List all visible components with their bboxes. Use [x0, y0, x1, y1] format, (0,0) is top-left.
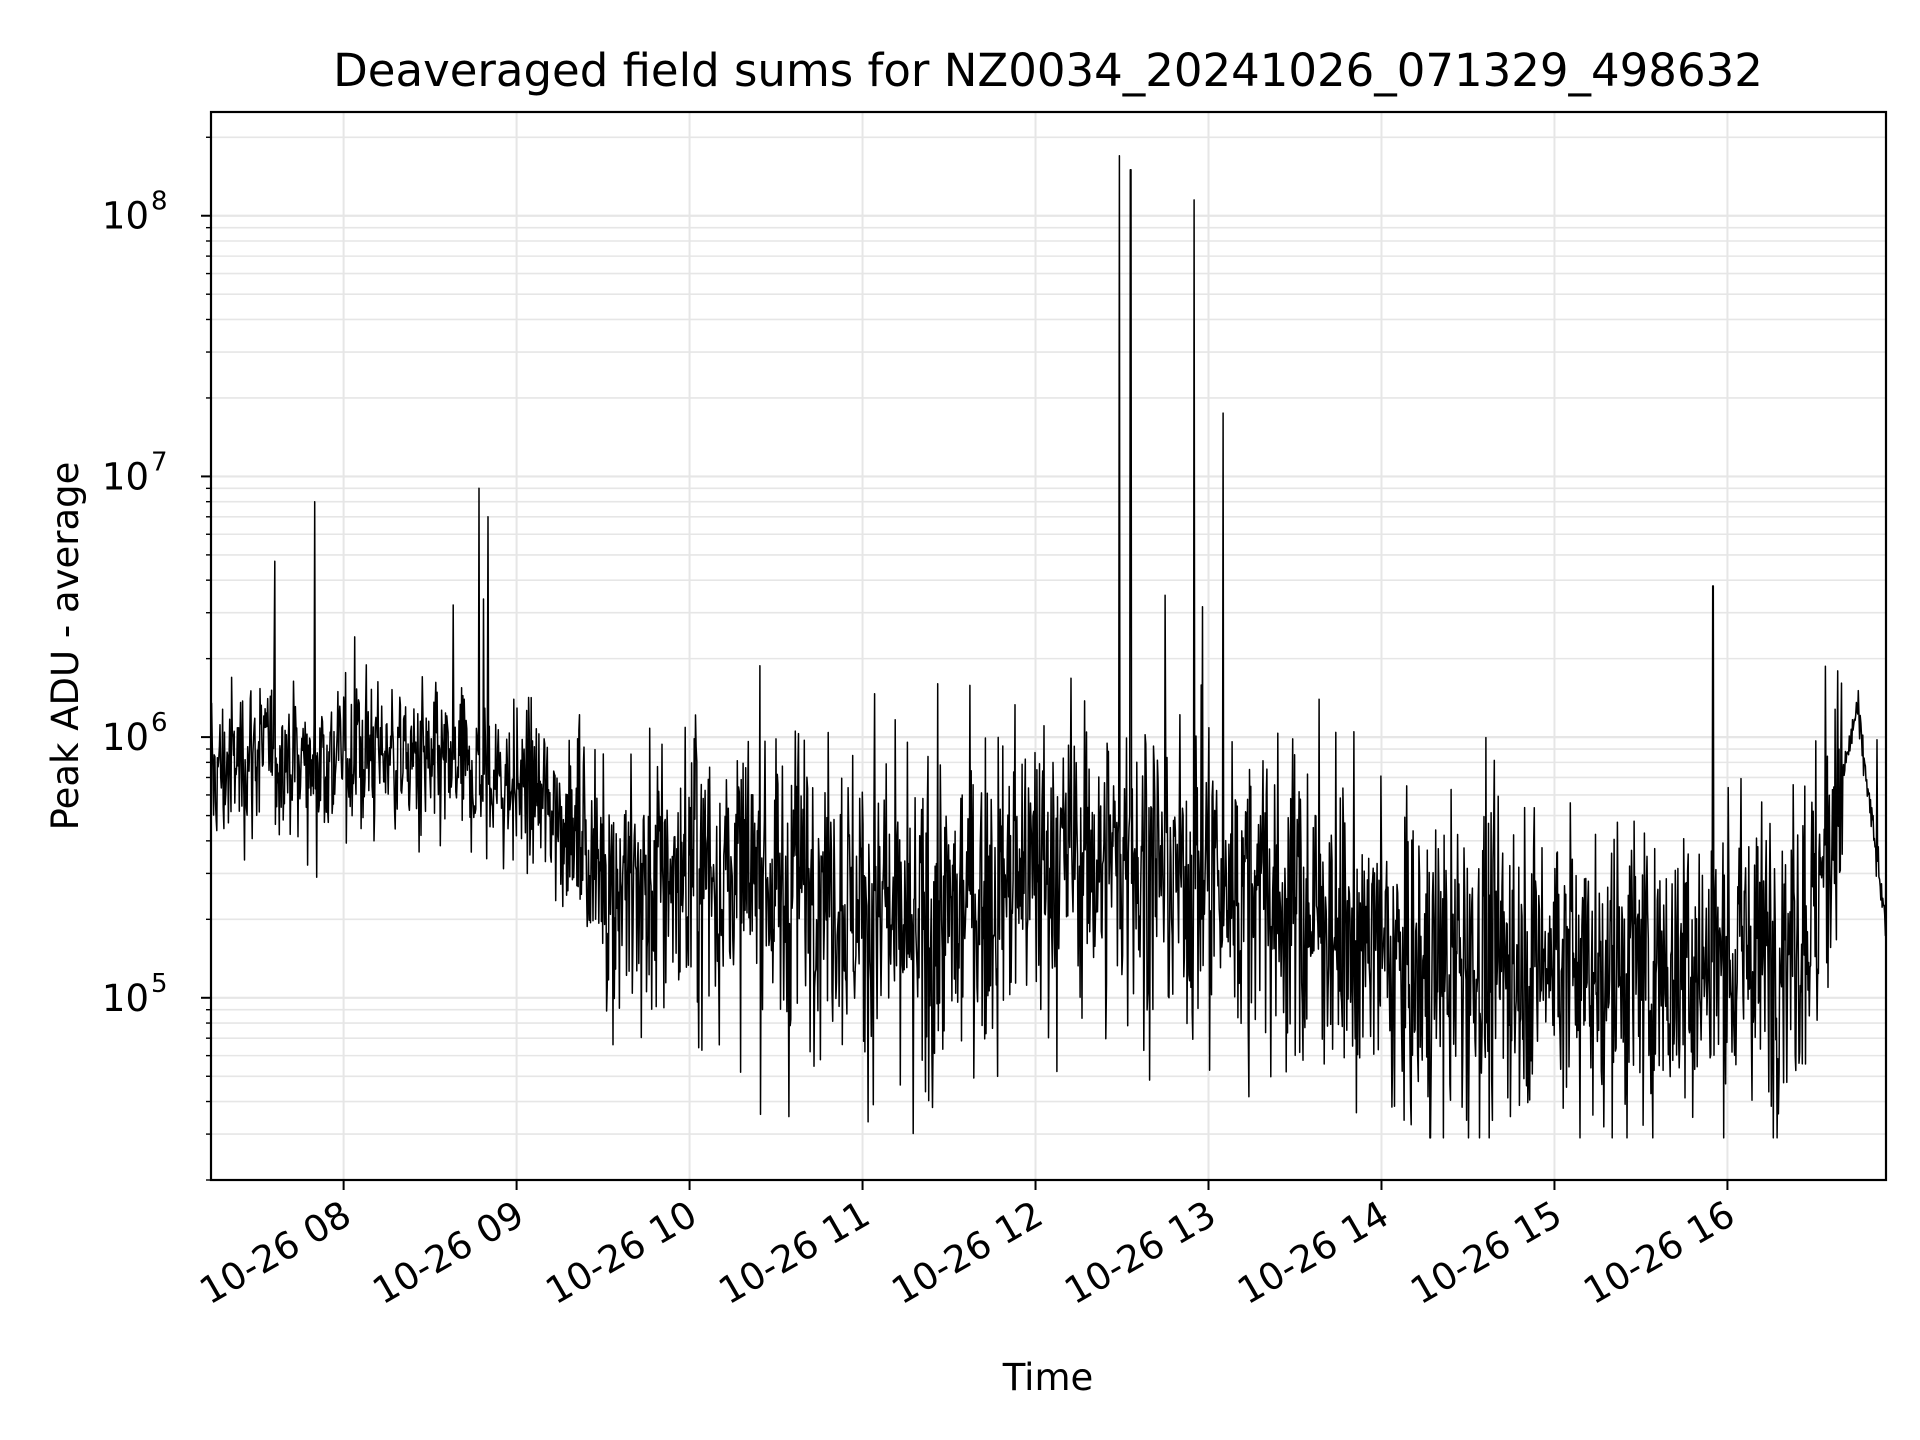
series-line [210, 154, 1887, 1139]
chart-title: Deaveraged field sums for NZ0034_2024102… [333, 44, 1763, 97]
plot-frame [209, 110, 1888, 1182]
data-series [210, 154, 1887, 1139]
y-tick-label: 10 [102, 455, 149, 498]
y-tick-label-exponent: 5 [151, 969, 168, 999]
x-axis-label: Time [1002, 1356, 1094, 1399]
y-tick-label: 10 [102, 716, 149, 759]
y-axis-label: Peak ADU - average [44, 462, 87, 831]
y-tick-label: 10 [102, 195, 149, 238]
y-tick-label-exponent: 6 [151, 708, 168, 738]
y-tick-label-exponent: 7 [151, 447, 168, 477]
y-tick-label-exponent: 8 [151, 187, 168, 217]
y-tick-label: 10 [102, 977, 149, 1020]
